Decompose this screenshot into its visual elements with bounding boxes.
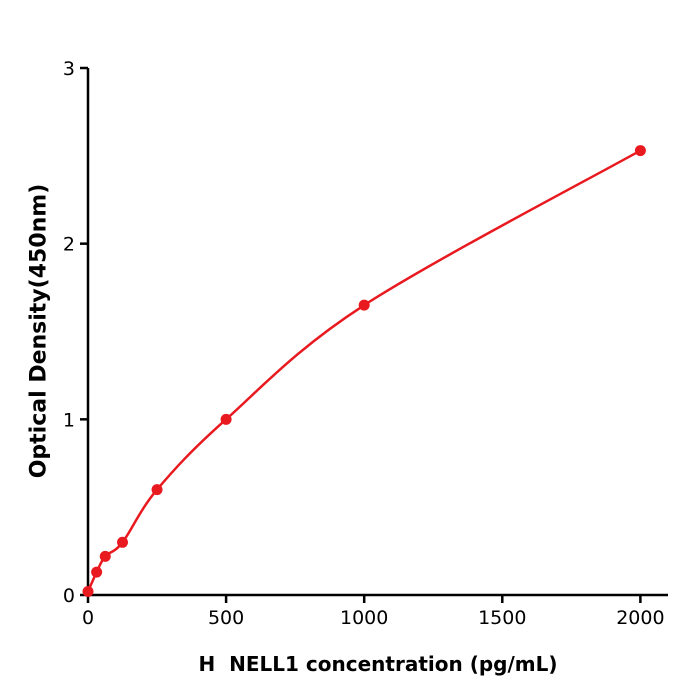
x-axis-title: H NELL1 concentration (pg/mL): [198, 652, 558, 676]
y-tick-label: 0: [63, 585, 75, 607]
x-tick-label: 500: [208, 607, 244, 629]
y-tick-label: 3: [63, 58, 75, 80]
x-tick-label: 2000: [616, 607, 664, 629]
x-tick-label: 1500: [478, 607, 526, 629]
standard-curve-line: [86, 149, 641, 592]
y-tick-label: 2: [63, 234, 75, 256]
data-point-0: [82, 585, 94, 597]
data-point-125: [117, 536, 129, 548]
data-point-2000: [634, 145, 646, 157]
y-axis-title: Optical Density(450nm): [26, 183, 52, 479]
data-point-31.25: [91, 566, 103, 578]
data-point-500: [220, 413, 232, 425]
x-tick-label: 0: [82, 607, 94, 629]
data-point-250: [151, 484, 163, 496]
data-point-1000: [358, 299, 370, 311]
x-tick-label: 1000: [340, 607, 388, 629]
data-point-62.5: [99, 550, 111, 562]
y-tick-label: 1: [63, 409, 75, 431]
